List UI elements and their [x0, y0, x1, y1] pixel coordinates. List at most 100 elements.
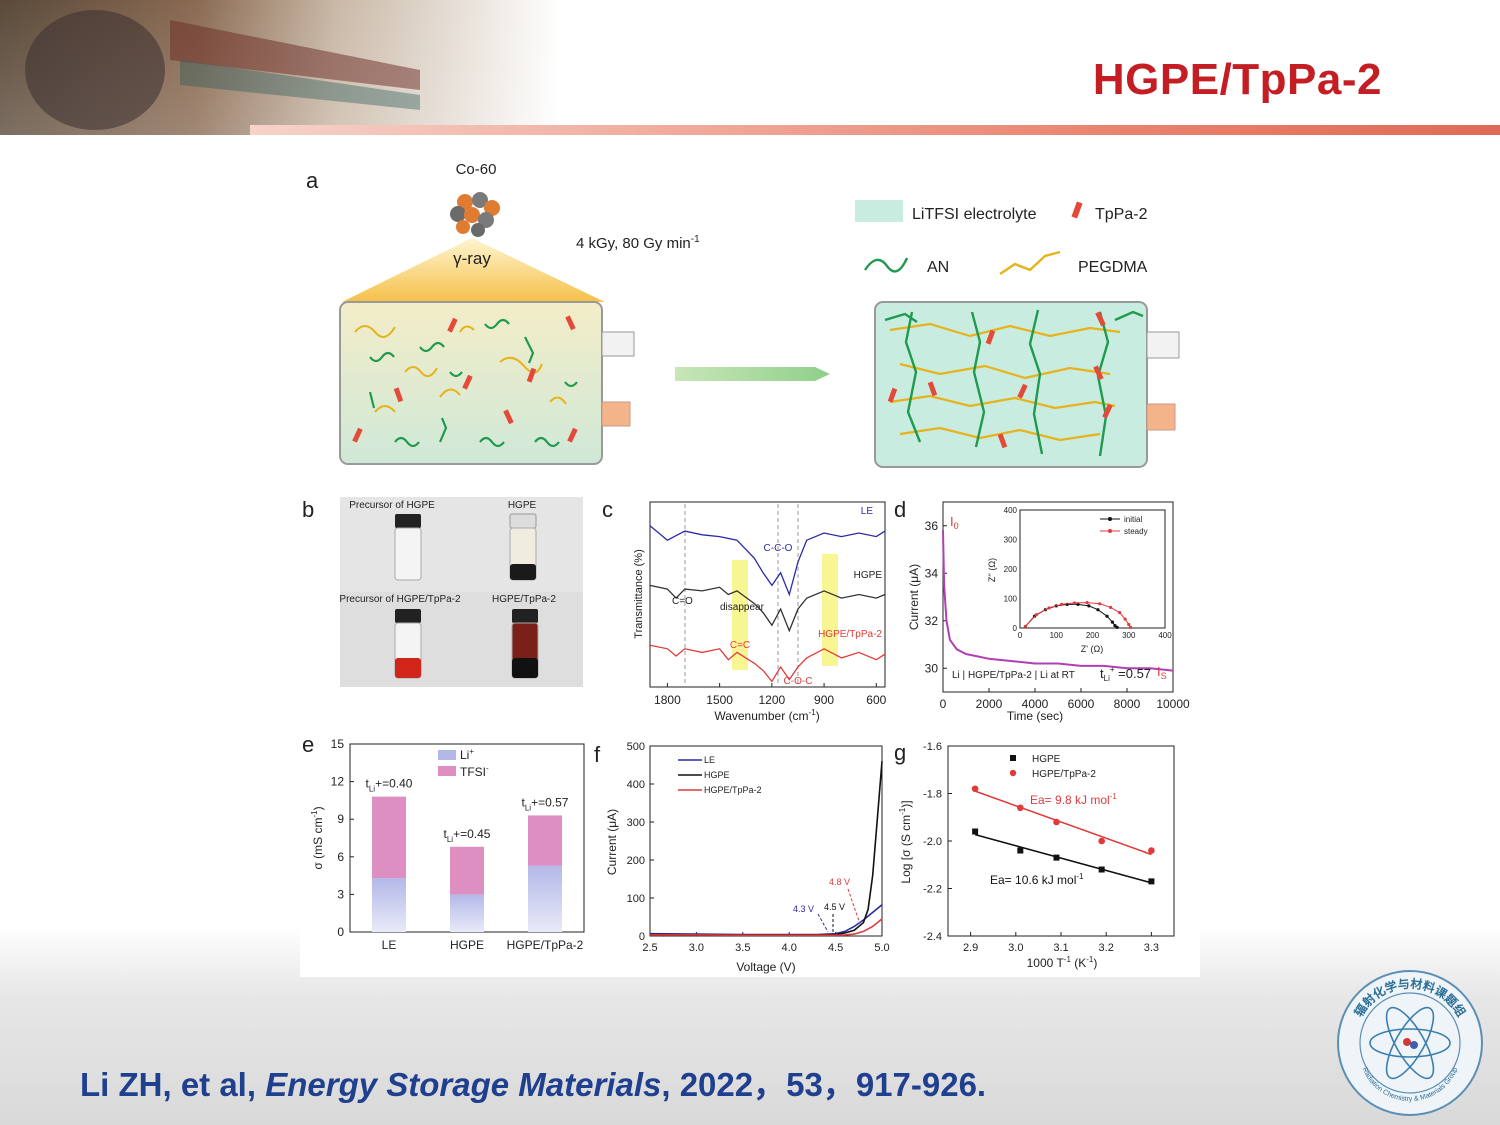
panel-g-ticks: -1.6 -1.8 -2.0 -2.2 -2.4 2.9 3.0 3.1 3.2 3.3 — [923, 741, 1159, 954]
g-ytick-label: -2.0 — [923, 836, 942, 848]
f-xtick-label: 4.5 — [828, 942, 843, 954]
inset-ytick-label: 0 — [1013, 624, 1018, 633]
g-ea-black: Ea= 10.6 kJ mol-1 — [990, 872, 1084, 887]
d-i0-label: I0 — [950, 514, 959, 531]
inset-point-initial — [1105, 614, 1109, 618]
inset-xtick-label: 300 — [1122, 631, 1136, 640]
inset-point-steady — [1098, 602, 1102, 606]
inset-point-steady — [1034, 613, 1038, 617]
f-ytick-label: 0 — [639, 931, 645, 943]
d-xtick-label: 0 — [940, 697, 947, 711]
c-annot-co: C=O — [672, 596, 693, 607]
inset-point-steady — [1127, 622, 1131, 627]
e-xtick-label: LE — [382, 938, 397, 952]
atom-icon — [1369, 1006, 1451, 1080]
g-legend-hgpe-marker — [1010, 755, 1016, 761]
g-point-HGPE — [1148, 878, 1155, 885]
cobalt-source-icon — [450, 192, 500, 237]
inset-xtick-label: 400 — [1158, 631, 1172, 640]
panel-d-frame — [942, 501, 1174, 693]
inset-ticks: 400 300 200 100 00 100 200 300 400 — [1004, 506, 1173, 640]
f-xtick-label: 3.0 — [689, 942, 704, 954]
inset-point-steady — [1118, 611, 1122, 615]
inset-point-steady — [1085, 601, 1089, 605]
inset-point-steady — [1047, 606, 1051, 610]
panel-c-xticks: 1800 1500 1200 900 600 — [654, 683, 887, 707]
inset-point-steady — [1109, 605, 1113, 609]
photo-label-2: HGPE — [508, 500, 537, 511]
panel-c-highlight-1 — [732, 560, 748, 670]
tppa-swatch — [1071, 201, 1083, 219]
d-xtick-label: 2000 — [976, 697, 1003, 711]
inset-point-initial — [1113, 624, 1117, 628]
panel-g-label: g — [894, 740, 906, 765]
panel-a-legend: LiTFSI electrolyte TpPa-2 AN PEGDMA — [855, 200, 1148, 276]
figure: a Co-60 γ-ray 4 kGy, 80 Gy min-1 — [300, 152, 1200, 977]
inset-xtick-label: 100 — [1050, 631, 1064, 640]
g-legend-hgpe: HGPE — [1032, 754, 1061, 765]
g-ytick-label: -1.6 — [923, 741, 942, 753]
e-bar-TFSI- — [450, 846, 484, 895]
g-point-HGPE/TpPa-2 — [1017, 804, 1024, 812]
legend-pegdma: PEGDMA — [1078, 259, 1148, 276]
e-bar-Li+ — [372, 878, 406, 932]
citation-authors: Li ZH, et al, — [80, 1066, 266, 1103]
citation: Li ZH, et al, Energy Storage Materials, … — [80, 1058, 986, 1106]
f-xtick-label: 3.5 — [735, 942, 750, 954]
inset-ytick-label: 400 — [1004, 506, 1018, 515]
g-ytick-label: -2.4 — [923, 931, 942, 943]
g-legend-tppa: HGPE/TpPa-2 — [1032, 769, 1096, 780]
photo-label-1: Precursor of HGPE — [349, 500, 435, 511]
g-xtick-label: 3.3 — [1144, 942, 1159, 954]
c-series-label-hgpe: HGPE — [854, 570, 883, 581]
dose-label: 4 kGy, 80 Gy min-1 — [576, 234, 700, 252]
g-point-HGPE — [1053, 854, 1060, 861]
inset-point-steady — [1023, 624, 1028, 629]
inset-point-initial — [1096, 608, 1100, 612]
d-cell-label: Li | HGPE/TpPa-2 | Li at RT — [952, 670, 1075, 681]
c-series-label-le: LE — [861, 506, 874, 517]
e-ytick-label: 12 — [331, 775, 345, 789]
c-annot-cc: C=C — [730, 640, 750, 651]
d-xtick-label: 6000 — [1068, 697, 1095, 711]
f-line-HGPE — [649, 761, 883, 936]
f-onset-43: 4.3 V — [793, 904, 814, 914]
panel-e-notes: tLi+=0.40 tLi+=0.45 tLi+=0.57 — [366, 777, 569, 844]
e-bar-note: tLi+=0.45 — [444, 827, 491, 844]
g-ytick-label: -2.2 — [923, 884, 942, 896]
e-xtick-label: HGPE/TpPa-2 — [507, 938, 584, 952]
an-swatch — [864, 257, 909, 273]
f-xtick-label: 2.5 — [642, 942, 657, 954]
f-legend: LE HGPE HGPE/TpPa-2 — [678, 755, 762, 795]
panel-e-label: e — [302, 732, 314, 757]
cell-before — [339, 301, 635, 465]
panel-c-highlight-2 — [822, 554, 838, 666]
f-onset-arrows — [817, 888, 861, 933]
inset-point-initial — [1087, 604, 1091, 608]
citation-rest: , 2022，53，917-926. — [661, 1066, 987, 1103]
c-annot-disappear: disappear — [720, 602, 765, 613]
inset-xtick-label: 0 — [1018, 631, 1023, 640]
f-onset-45: 4.5 V — [824, 902, 845, 912]
panel-c-ylabel: Transmittance (%) — [633, 549, 645, 638]
panel-e-ylabel: σ (mS cm-1) — [310, 806, 325, 869]
c-annot-coc-top: C-C-O — [764, 543, 793, 554]
panel-c-series — [649, 525, 886, 683]
vial-3 — [394, 609, 422, 679]
vial-2 — [509, 513, 537, 581]
panel-b: b Precursor of HGPE HGPE Precursor of HG… — [302, 497, 583, 687]
f-line-LE — [649, 904, 883, 936]
panel-c: c Transmittance (%) Wavenumber (cm-1) 18… — [602, 497, 887, 723]
g-point-HGPE — [1098, 866, 1105, 873]
g-xtick-label: 3.1 — [1053, 942, 1068, 954]
inset-ylabel: Z'' (Ω) — [987, 558, 997, 582]
panel-d-label: d — [894, 497, 906, 522]
e-ytick-label: 0 — [337, 925, 344, 939]
inset-point-steady — [1060, 602, 1064, 606]
gamma-beam — [342, 238, 605, 302]
c-xtick-label: 1800 — [654, 693, 681, 707]
d-xtick-label: 4000 — [1022, 697, 1049, 711]
f-ytick-label: 100 — [627, 893, 645, 905]
d-ytick-label: 30 — [925, 661, 939, 675]
